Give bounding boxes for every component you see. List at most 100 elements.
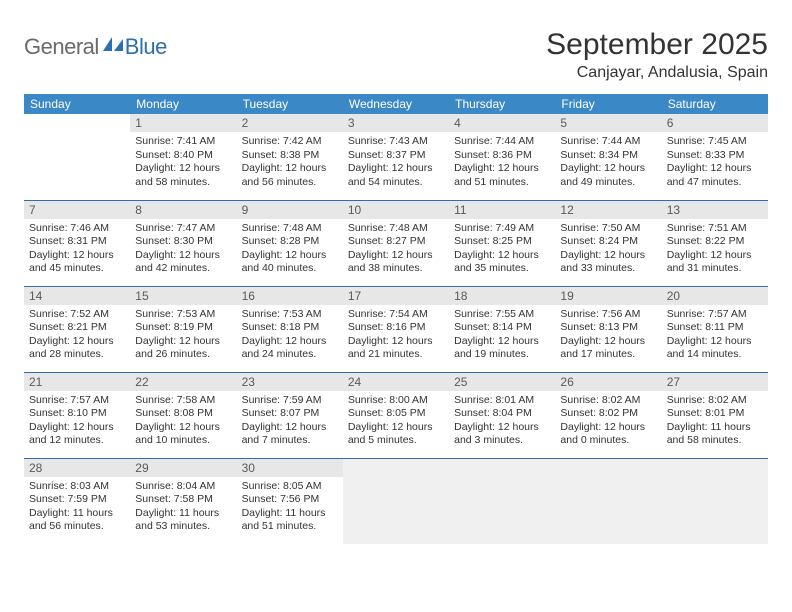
sunrise-text: Sunrise: 8:02 AM [560, 394, 656, 408]
sunset-text: Sunset: 8:16 PM [348, 321, 444, 335]
calendar-day-cell: 4Sunrise: 7:44 AMSunset: 8:36 PMDaylight… [449, 114, 555, 200]
daylight-text: Daylight: 12 hours and 0 minutes. [560, 421, 656, 448]
daylight-text: Daylight: 12 hours and 33 minutes. [560, 249, 656, 276]
day-details: Sunrise: 8:04 AMSunset: 7:58 PMDaylight:… [130, 477, 236, 539]
daylight-text: Daylight: 12 hours and 58 minutes. [135, 162, 231, 189]
daylight-text: Daylight: 12 hours and 19 minutes. [454, 335, 550, 362]
calendar-day-cell: 28Sunrise: 8:03 AMSunset: 7:59 PMDayligh… [24, 458, 130, 544]
day-number: 1 [130, 114, 236, 132]
calendar-day-cell: 1Sunrise: 7:41 AMSunset: 8:40 PMDaylight… [130, 114, 236, 200]
calendar-day-cell: 15Sunrise: 7:53 AMSunset: 8:19 PMDayligh… [130, 286, 236, 372]
day-number: 7 [24, 201, 130, 219]
calendar-day-cell: 24Sunrise: 8:00 AMSunset: 8:05 PMDayligh… [343, 372, 449, 458]
calendar-day-cell: 22Sunrise: 7:58 AMSunset: 8:08 PMDayligh… [130, 372, 236, 458]
day-number: 18 [449, 287, 555, 305]
sunset-text: Sunset: 8:07 PM [242, 407, 338, 421]
day-number: 19 [555, 287, 661, 305]
daylight-text: Daylight: 12 hours and 14 minutes. [667, 335, 763, 362]
daylight-text: Daylight: 12 hours and 42 minutes. [135, 249, 231, 276]
sunrise-text: Sunrise: 7:50 AM [560, 222, 656, 236]
calendar-day-cell: 29Sunrise: 8:04 AMSunset: 7:58 PMDayligh… [130, 458, 236, 544]
day-number: 27 [662, 373, 768, 391]
sunset-text: Sunset: 8:10 PM [29, 407, 125, 421]
daylight-text: Daylight: 12 hours and 3 minutes. [454, 421, 550, 448]
day-details: Sunrise: 7:55 AMSunset: 8:14 PMDaylight:… [449, 305, 555, 367]
sunset-text: Sunset: 8:33 PM [667, 149, 763, 163]
sunset-text: Sunset: 7:56 PM [242, 493, 338, 507]
calendar-day-cell: 12Sunrise: 7:50 AMSunset: 8:24 PMDayligh… [555, 200, 661, 286]
daylight-text: Daylight: 12 hours and 51 minutes. [454, 162, 550, 189]
calendar-day-cell: 26 Sunrise: 8:02 AMSunset: 8:02 PMDayligh… [555, 372, 661, 458]
calendar-day-cell: 10Sunrise: 7:48 AMSunset: 8:27 PMDayligh… [343, 200, 449, 286]
day-details: Sunrise: 8:05 AMSunset: 7:56 PMDaylight:… [237, 477, 343, 539]
weekday-header: Thursday [449, 94, 555, 114]
day-number: 26 [555, 373, 661, 391]
daylight-text: Daylight: 12 hours and 45 minutes. [29, 249, 125, 276]
day-number: 11 [449, 201, 555, 219]
logo-sail-icon [103, 37, 123, 51]
day-details: Sunrise: 7:54 AMSunset: 8:16 PMDaylight:… [343, 305, 449, 367]
day-number: 10 [343, 201, 449, 219]
daylight-text: Daylight: 12 hours and 26 minutes. [135, 335, 231, 362]
day-details: Sunrise: 8:03 AMSunset: 7:59 PMDaylight:… [24, 477, 130, 539]
calendar-day-cell: 3Sunrise: 7:43 AMSunset: 8:37 PMDaylight… [343, 114, 449, 200]
sunrise-text: Sunrise: 7:44 AM [560, 135, 656, 149]
calendar-day-cell: 14Sunrise: 7:52 AMSunset: 8:21 PMDayligh… [24, 286, 130, 372]
day-number: 14 [24, 287, 130, 305]
logo-text-blue: Blue [125, 34, 167, 60]
sunset-text: Sunset: 8:11 PM [667, 321, 763, 335]
calendar-header-row: SundayMondayTuesdayWednesdayThursdayFrid… [24, 94, 768, 114]
sunset-text: Sunset: 8:37 PM [348, 149, 444, 163]
day-details: Sunrise: 8:01 AMSunset: 8:04 PMDaylight:… [449, 391, 555, 453]
day-details: Sunrise: 8:02 AMSunset: 8:01 PMDaylight:… [662, 391, 768, 453]
calendar-day-cell: 18Sunrise: 7:55 AMSunset: 8:14 PMDayligh… [449, 286, 555, 372]
day-number: 21 [24, 373, 130, 391]
sunrise-text: Sunrise: 8:05 AM [242, 480, 338, 494]
sunrise-text: Sunrise: 7:49 AM [454, 222, 550, 236]
sunset-text: Sunset: 8:14 PM [454, 321, 550, 335]
day-details: Sunrise: 7:56 AMSunset: 8:13 PMDaylight:… [555, 305, 661, 367]
daylight-text: Daylight: 12 hours and 17 minutes. [560, 335, 656, 362]
day-number: 5 [555, 114, 661, 132]
sunset-text: Sunset: 8:02 PM [560, 407, 656, 421]
day-number: 8 [130, 201, 236, 219]
title-block: September 2025 Canjayar, Andalusia, Spai… [546, 28, 768, 82]
calendar-week-row: 21Sunrise: 7:57 AMSunset: 8:10 PMDayligh… [24, 372, 768, 458]
sunrise-text: Sunrise: 7:53 AM [242, 308, 338, 322]
sunrise-text: Sunrise: 8:01 AM [454, 394, 550, 408]
day-details: Sunrise: 7:57 AMSunset: 8:10 PMDaylight:… [24, 391, 130, 453]
daylight-text: Daylight: 12 hours and 24 minutes. [242, 335, 338, 362]
daylight-text: Daylight: 11 hours and 51 minutes. [242, 507, 338, 534]
header: General Blue September 2025 Canjayar, An… [24, 28, 768, 82]
day-details: Sunrise: 7:41 AMSunset: 8:40 PMDaylight:… [130, 132, 236, 194]
daylight-text: Daylight: 12 hours and 10 minutes. [135, 421, 231, 448]
sunset-text: Sunset: 8:25 PM [454, 235, 550, 249]
day-details: Sunrise: 7:52 AMSunset: 8:21 PMDaylight:… [24, 305, 130, 367]
daylight-text: Daylight: 12 hours and 7 minutes. [242, 421, 338, 448]
day-number: 4 [449, 114, 555, 132]
sunset-text: Sunset: 8:36 PM [454, 149, 550, 163]
day-number: 22 [130, 373, 236, 391]
day-details: Sunrise: 7:59 AMSunset: 8:07 PMDaylight:… [237, 391, 343, 453]
logo: General Blue [24, 34, 167, 60]
day-number: 28 [24, 459, 130, 477]
weekday-header: Wednesday [343, 94, 449, 114]
daylight-text: Daylight: 12 hours and 54 minutes. [348, 162, 444, 189]
day-number: 24 [343, 373, 449, 391]
sunset-text: Sunset: 8:40 PM [135, 149, 231, 163]
sunset-text: Sunset: 8:27 PM [348, 235, 444, 249]
sunrise-text: Sunrise: 7:43 AM [348, 135, 444, 149]
daylight-text: Daylight: 12 hours and 40 minutes. [242, 249, 338, 276]
day-number: 12 [555, 201, 661, 219]
calendar-week-row: 28Sunrise: 8:03 AMSunset: 7:59 PMDayligh… [24, 458, 768, 544]
calendar-day-cell: 16Sunrise: 7:53 AMSunset: 8:18 PMDayligh… [237, 286, 343, 372]
calendar-day-cell [24, 114, 130, 200]
calendar-day-cell [555, 458, 661, 544]
sunrise-text: Sunrise: 8:02 AM [667, 394, 763, 408]
daylight-text: Daylight: 12 hours and 56 minutes. [242, 162, 338, 189]
day-number: 29 [130, 459, 236, 477]
daylight-text: Daylight: 12 hours and 49 minutes. [560, 162, 656, 189]
day-number: 30 [237, 459, 343, 477]
day-number: 13 [662, 201, 768, 219]
sunset-text: Sunset: 8:28 PM [242, 235, 338, 249]
